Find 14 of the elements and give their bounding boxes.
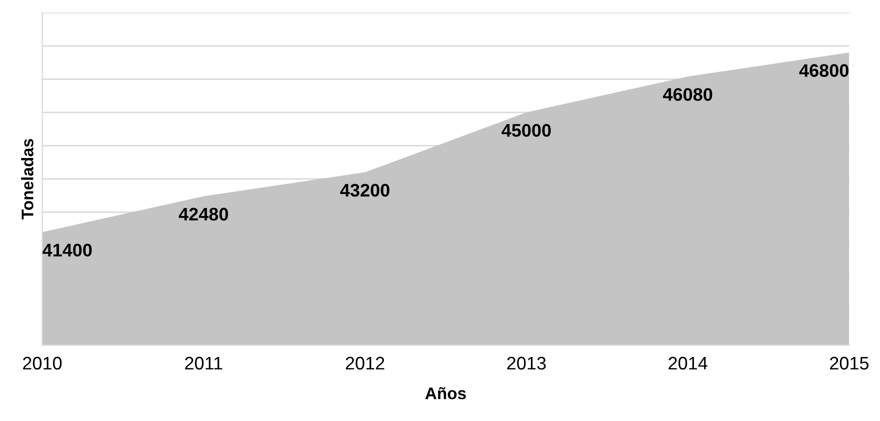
x-tick-label: 2011 [185,356,222,370]
x-tick-label: 2015 [830,356,869,370]
y-axis-title: Toneladas [21,139,34,220]
data-label: 43200 [340,184,390,197]
x-tick-label: 2014 [668,356,708,370]
data-label: 46800 [799,64,848,77]
x-axis-title: Años [425,387,466,400]
x-tick-label: 2012 [346,356,384,370]
data-label: 45000 [502,124,551,137]
data-label: 42480 [178,208,228,221]
x-tick-label: 2013 [507,356,546,370]
data-label: 41400 [42,244,92,257]
x-tick-label: 2010 [23,356,62,370]
data-label: 46080 [662,88,712,101]
